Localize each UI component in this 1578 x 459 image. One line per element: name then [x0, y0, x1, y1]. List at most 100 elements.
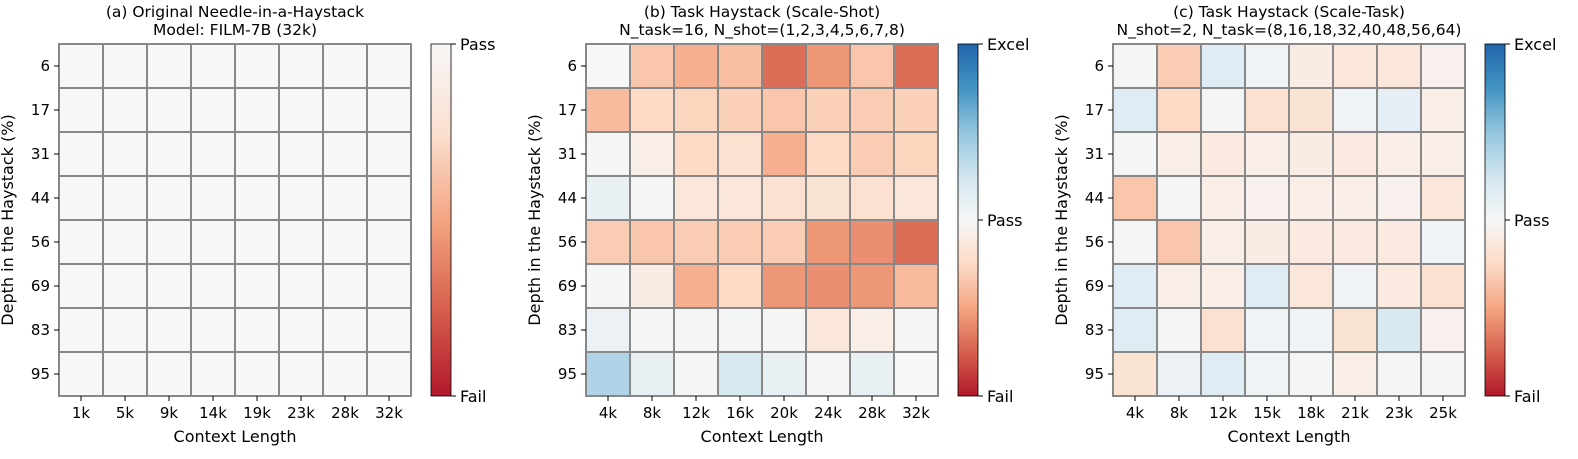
chart-title: (c) Task Haystack (Scale-Task) — [1173, 3, 1405, 21]
heatmap-cell — [366, 87, 412, 133]
heatmap-cell — [102, 43, 148, 89]
heatmap-cell — [1420, 307, 1466, 353]
heatmap-cell — [1288, 263, 1334, 309]
heatmap-cell — [190, 307, 236, 353]
y-tick-label: 6 — [1094, 57, 1104, 75]
heatmap-cell — [146, 351, 192, 397]
heatmap-cell — [58, 263, 104, 309]
heatmap-cell — [1112, 87, 1158, 133]
x-tick-label: 32k — [375, 404, 403, 422]
heatmap-cell — [1420, 263, 1466, 309]
y-tick-label: 44 — [31, 189, 50, 207]
heatmap-cell — [1200, 175, 1246, 221]
y-tick-label: 6 — [40, 57, 50, 75]
heatmap-cell — [102, 131, 148, 177]
x-tick-label: 25k — [1429, 404, 1457, 422]
heatmap-cell — [366, 263, 412, 309]
heatmap-cell — [146, 43, 192, 89]
heatmap-cell — [1332, 307, 1378, 353]
y-tick-label: 6 — [567, 57, 577, 75]
y-tick-label: 17 — [31, 101, 50, 119]
heatmap-cell — [234, 351, 280, 397]
heatmap-cell — [717, 43, 763, 89]
heatmap-cell — [893, 175, 939, 221]
heatmap-cell — [805, 87, 851, 133]
heatmap-cell — [629, 43, 675, 89]
heatmap-cell — [761, 175, 807, 221]
heatmap-cell — [717, 219, 763, 265]
x-tick-label: 24k — [814, 404, 842, 422]
heatmap-cell — [190, 219, 236, 265]
heatmap-cell — [805, 351, 851, 397]
heatmap-cell — [58, 43, 104, 89]
colorbar-tick-label: Fail — [1514, 387, 1540, 406]
heatmap-cell — [102, 219, 148, 265]
colorbar-tick-label: Pass — [1514, 211, 1549, 230]
heatmap-cell — [58, 307, 104, 353]
heatmap-cell — [58, 87, 104, 133]
heatmap-cell — [146, 307, 192, 353]
heatmap-cell — [278, 87, 324, 133]
heatmap-cell — [1288, 87, 1334, 133]
heatmap-cell — [1420, 351, 1466, 397]
y-tick-label: 17 — [1085, 101, 1104, 119]
heatmap-cell — [190, 263, 236, 309]
heatmap-cell — [849, 43, 895, 89]
colorbar-tick-label: Pass — [987, 211, 1022, 230]
x-tick-label: 23k — [287, 404, 315, 422]
heatmap-cell — [805, 175, 851, 221]
heatmap-cell — [1288, 219, 1334, 265]
heatmap-cell — [146, 175, 192, 221]
heatmap-cell — [629, 351, 675, 397]
heatmap-cell — [761, 307, 807, 353]
heatmap-cell — [1288, 351, 1334, 397]
heatmap-cell — [1376, 351, 1422, 397]
x-tick-label: 14k — [199, 404, 227, 422]
heatmap-cell — [1112, 307, 1158, 353]
heatmap-cell — [1156, 87, 1202, 133]
y-tick-label: 69 — [558, 277, 577, 295]
heatmap-cell — [1156, 307, 1202, 353]
y-tick-label: 31 — [31, 145, 50, 163]
heatmap-cell — [322, 131, 368, 177]
heatmap-cell — [102, 87, 148, 133]
heatmap-cell — [585, 43, 631, 89]
y-tick-label: 44 — [1085, 189, 1104, 207]
heatmap-cell — [1244, 219, 1290, 265]
heatmap-cell — [366, 307, 412, 353]
x-tick-label: 28k — [858, 404, 886, 422]
heatmap-cell — [1244, 351, 1290, 397]
chart-title: (b) Task Haystack (Scale-Shot) — [644, 3, 880, 21]
heatmap-cell — [366, 219, 412, 265]
x-axis-label: Context Length — [701, 427, 824, 446]
heatmap-cell — [366, 131, 412, 177]
heatmap-cell — [893, 131, 939, 177]
heatmap-cell — [585, 307, 631, 353]
x-tick-label: 15k — [1253, 404, 1281, 422]
x-tick-label: 8k — [1170, 404, 1189, 422]
heatmap-cell — [102, 263, 148, 309]
y-tick-label: 95 — [558, 365, 577, 383]
chart-title: (a) Original Needle-in-a-Haystack — [106, 3, 364, 21]
heatmap-cell — [146, 87, 192, 133]
heatmap-cell — [1112, 175, 1158, 221]
heatmap-cell — [234, 43, 280, 89]
heatmap-cell — [1112, 219, 1158, 265]
colorbar-tick-label: Pass — [460, 35, 495, 54]
heatmap-cell — [1244, 307, 1290, 353]
colorbar-tick-label: Excel — [987, 35, 1029, 54]
heatmap-cell — [1156, 175, 1202, 221]
y-tick-label: 56 — [558, 233, 577, 251]
heatmap-cell — [1376, 263, 1422, 309]
heatmap-cell — [717, 175, 763, 221]
heatmap-cell — [673, 351, 719, 397]
heatmap-cell — [322, 351, 368, 397]
x-tick-label: 19k — [243, 404, 271, 422]
heatmap-cell — [585, 131, 631, 177]
y-tick-label: 31 — [1085, 145, 1104, 163]
heatmap-cell — [322, 87, 368, 133]
y-tick-label: 56 — [1085, 233, 1104, 251]
heatmap-cell — [849, 219, 895, 265]
heatmap-cell — [717, 351, 763, 397]
heatmap-cell — [1200, 351, 1246, 397]
